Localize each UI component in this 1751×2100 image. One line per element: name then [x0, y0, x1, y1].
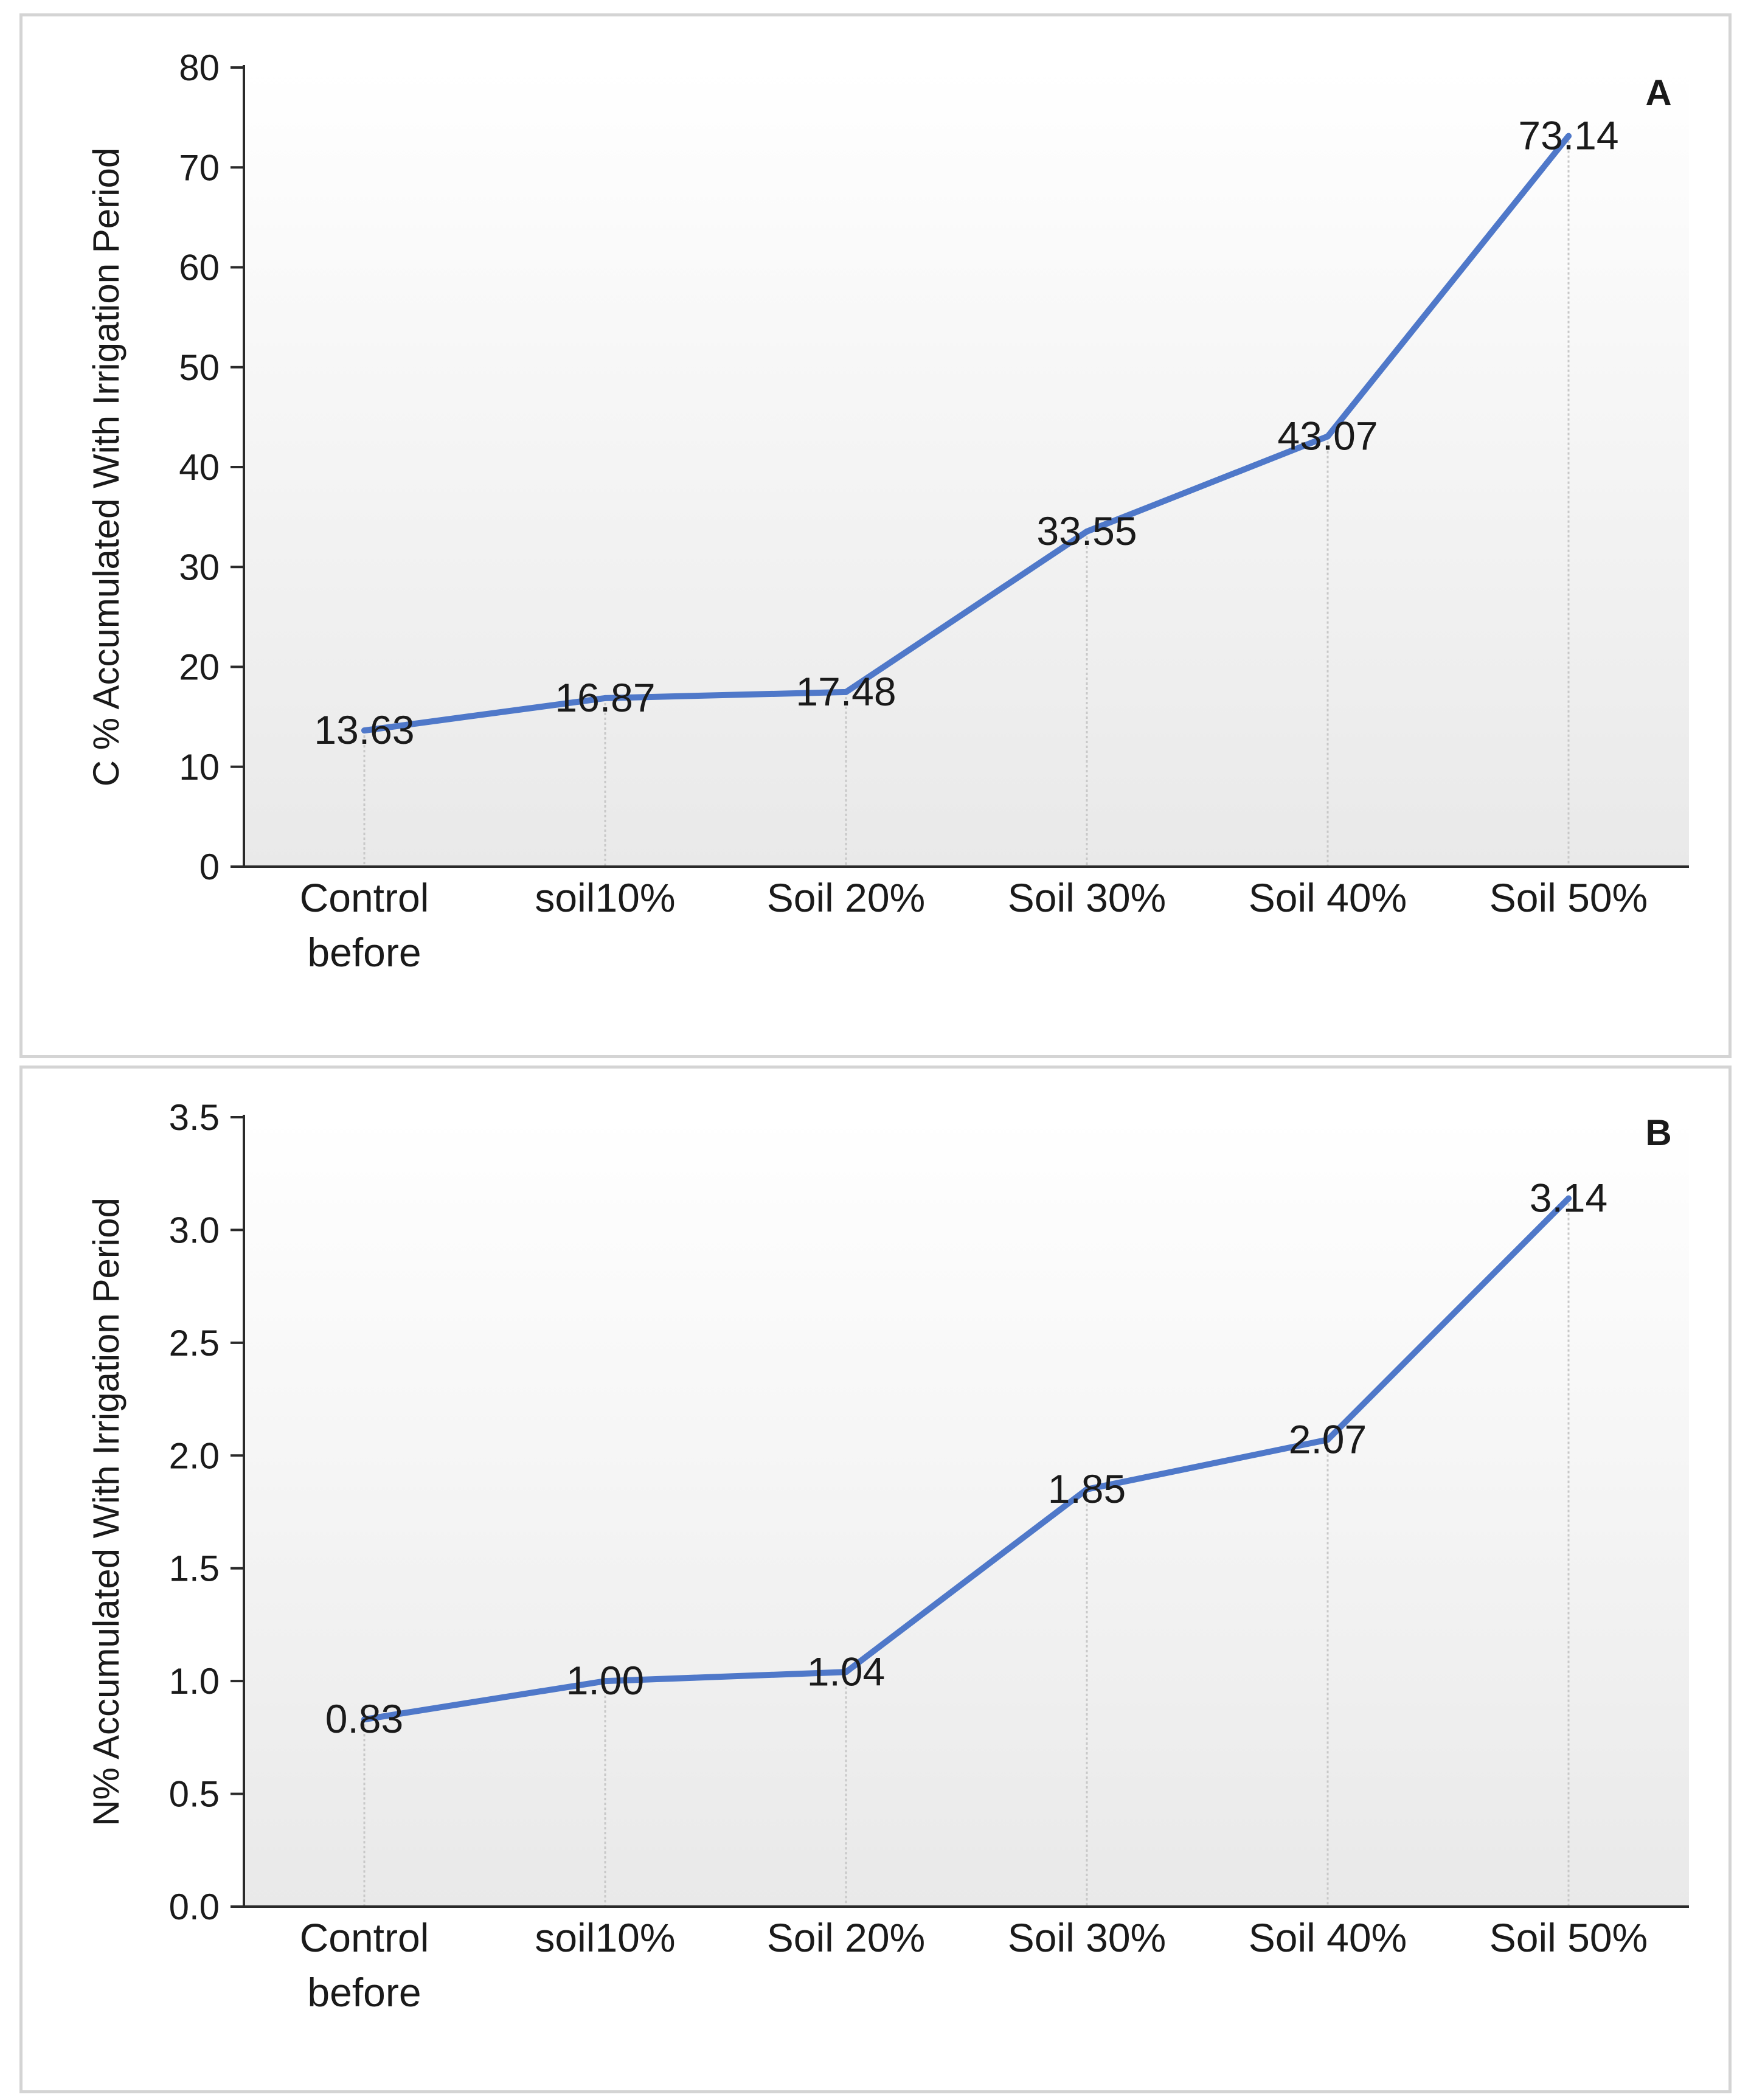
panel-label: B	[1645, 1112, 1671, 1153]
data-label: 1.85	[1048, 1466, 1126, 1511]
y-tick-label: 0.5	[169, 1774, 220, 1815]
data-label: 1.00	[566, 1658, 644, 1703]
x-category-label: Soil 30%	[1008, 875, 1167, 920]
x-category-label: Soil 40%	[1249, 1915, 1407, 1960]
x-category-label-line: Soil 20%	[767, 875, 926, 920]
data-point	[843, 1669, 849, 1675]
x-category-label: soil10%	[535, 1915, 675, 1960]
data-point	[1565, 1195, 1572, 1202]
y-tick-label: 1.0	[169, 1661, 220, 1702]
y-tick-label: 20	[179, 647, 220, 688]
y-tick-label: 0	[199, 847, 220, 887]
data-label: 0.83	[325, 1696, 403, 1741]
data-point	[1084, 528, 1090, 535]
x-category-label: Soil 30%	[1008, 1915, 1167, 1960]
y-tick-label: 3.0	[169, 1210, 220, 1250]
data-label: 13.63	[314, 707, 414, 752]
panel-label: A	[1645, 72, 1671, 113]
data-point	[1084, 1486, 1090, 1492]
data-label: 2.07	[1289, 1416, 1367, 1461]
data-point	[1325, 433, 1331, 440]
data-label: 43.07	[1277, 414, 1378, 459]
series-line	[361, 1195, 1572, 1723]
x-category-label-line: Soil 30%	[1008, 875, 1167, 920]
y-tick-label: 70	[179, 147, 220, 188]
x-category-label-line: Soil 40%	[1249, 1915, 1407, 1960]
data-point	[1565, 133, 1572, 139]
x-category-label-line: Soil 50%	[1489, 1915, 1648, 1960]
y-tick-label: 2.0	[169, 1435, 220, 1476]
plot-area	[244, 1117, 1689, 1907]
x-category-label-line: Control	[300, 1915, 429, 1960]
data-point	[361, 727, 367, 734]
data-label: 16.87	[555, 675, 655, 720]
series-line	[361, 133, 1572, 734]
y-tick-label: 80	[179, 47, 220, 88]
y-tick-label: 2.5	[169, 1323, 220, 1364]
y-tick-label: 3.5	[169, 1097, 220, 1138]
data-label: 73.14	[1518, 113, 1618, 158]
x-category-label: Soil 50%	[1489, 875, 1648, 920]
x-category-label-line: Soil 20%	[767, 1915, 926, 1960]
data-point	[843, 688, 849, 695]
x-category-label: Soil 20%	[767, 1915, 926, 1960]
chart-b-svg: 0.0 0.5 1.0 1.5 2.0 2.5 3.0 3.5 N% Accumulated W…	[86, 1097, 1689, 2015]
x-category-label: Soil 40%	[1249, 875, 1407, 920]
y-tick-label: 0.0	[169, 1887, 220, 1927]
data-point	[1325, 1436, 1331, 1443]
data-label: 33.55	[1036, 508, 1137, 553]
x-category-label: Control before	[300, 1915, 429, 2015]
data-point	[361, 1716, 367, 1723]
chart-a-svg: 0 10 20 30 40 50 60 70 80 C % Accumulated With Ir…	[86, 47, 1689, 975]
x-category-label: Soil 20%	[767, 875, 926, 920]
y-tick-label: 30	[179, 547, 220, 587]
chart-panel-a: 0 10 20 30 40 50 60 70 80 C % Accumulated With Ir…	[19, 13, 1732, 1058]
x-category-label-line: Soil 30%	[1008, 1915, 1167, 1960]
x-category-label-line: before	[307, 1970, 421, 2015]
data-label: 1.04	[807, 1649, 885, 1694]
y-tick-label: 40	[179, 447, 220, 488]
y-axis-label: C % Accumulated With Irrigation Period	[86, 148, 127, 786]
data-label: 17.48	[796, 669, 896, 714]
x-category-label-line: Soil 40%	[1249, 875, 1407, 920]
plot-area	[244, 68, 1689, 867]
x-category-label-line: Soil 50%	[1489, 875, 1648, 920]
y-tick-label: 10	[179, 747, 220, 788]
x-category-label: soil10%	[535, 875, 675, 920]
x-category-label: Control before	[300, 875, 429, 975]
y-tick-label: 60	[179, 248, 220, 288]
data-label: 3.14	[1530, 1176, 1607, 1221]
y-axis-label: N% Accumulated With Irrigation Period	[86, 1197, 127, 1826]
y-tick-label: 1.5	[169, 1548, 220, 1589]
y-tick-label: 50	[179, 347, 220, 388]
x-category-label-line: soil10%	[535, 1915, 675, 1960]
x-category-label-line: before	[307, 930, 421, 975]
x-category-label-line: soil10%	[535, 875, 675, 920]
chart-panel-b: 0.0 0.5 1.0 1.5 2.0 2.5 3.0 3.5 N% Accumulated W…	[19, 1066, 1732, 2093]
x-category-label-line: Control	[300, 875, 429, 920]
x-category-label: Soil 50%	[1489, 1915, 1648, 1960]
data-point	[602, 695, 608, 701]
data-point	[602, 1678, 608, 1685]
